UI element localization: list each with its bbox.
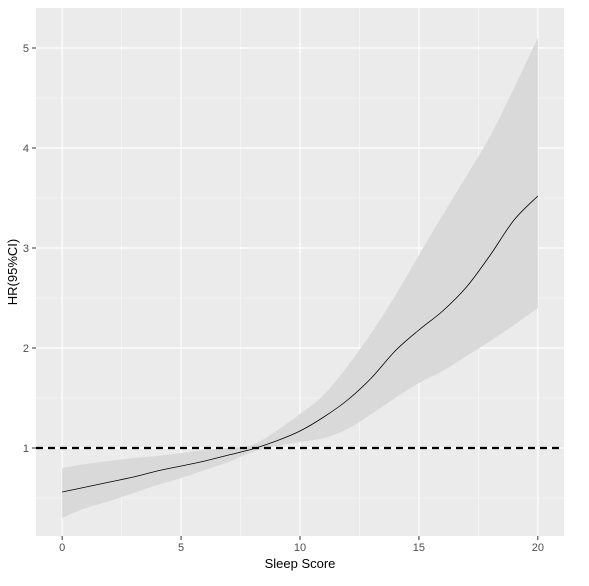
hazard-ratio-line <box>62 195 539 493</box>
x-tick-label: 15 <box>413 542 425 554</box>
x-tick-label: 20 <box>532 542 544 554</box>
x-tick-label: 10 <box>294 542 306 554</box>
y-tick-label: 3 <box>23 243 29 255</box>
y-tick-label: 1 <box>23 443 29 455</box>
x-tick-label: 5 <box>178 542 184 554</box>
confidence-ribbon <box>62 38 538 518</box>
y-axis-title: HR(95%CI) <box>5 239 20 305</box>
x-tick-label: 0 <box>59 542 65 554</box>
y-tick-label: 4 <box>23 143 29 155</box>
y-tick-label: 5 <box>23 43 29 55</box>
x-axis: 0 5 10 15 20 <box>59 536 544 554</box>
x-axis-title: Sleep Score <box>265 556 336 571</box>
y-axis: 1 2 3 4 5 <box>23 43 36 455</box>
y-tick-label: 2 <box>23 343 29 355</box>
